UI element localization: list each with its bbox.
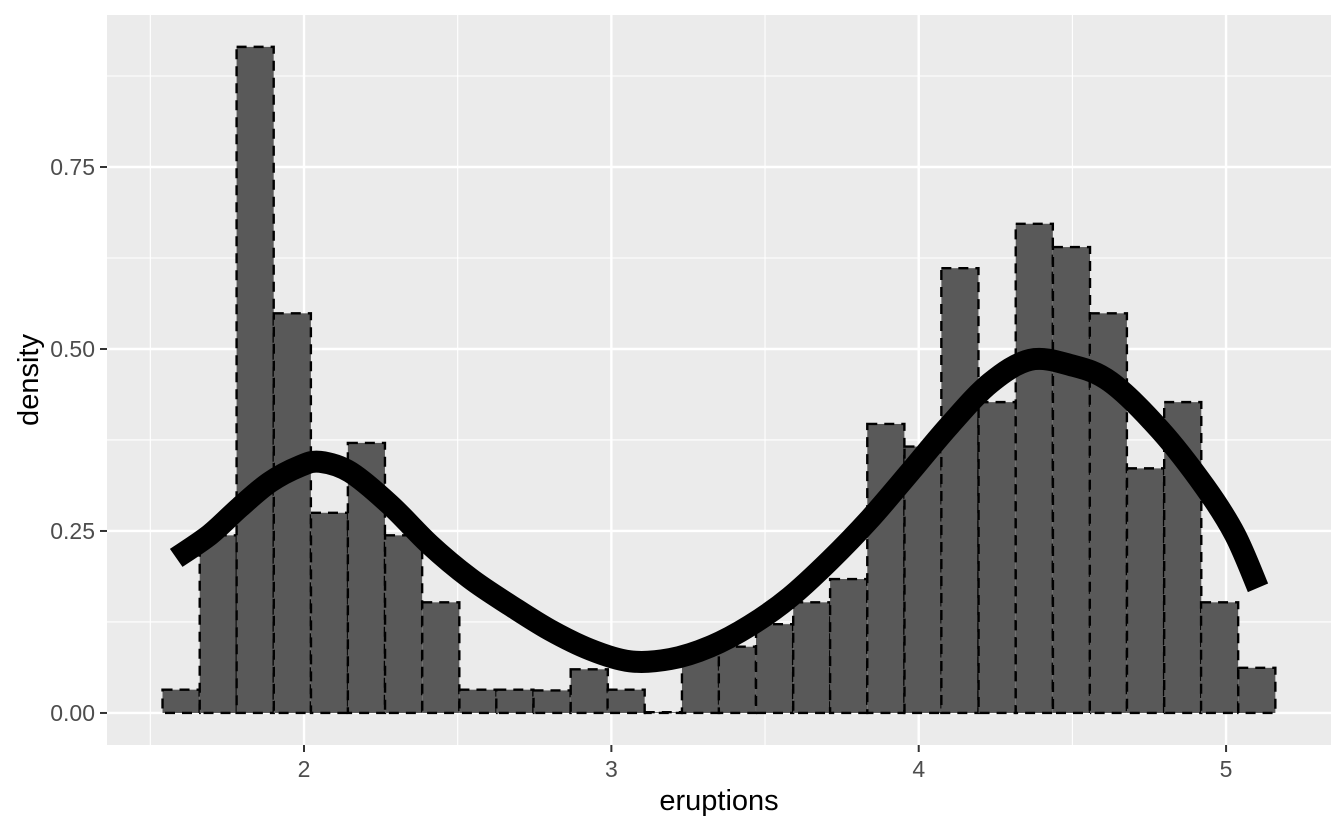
histogram-bar [309, 511, 350, 715]
histogram-bar [1125, 467, 1166, 715]
histogram-bar [606, 688, 646, 715]
histogram-bar [161, 688, 201, 715]
x-tick-label: 5 [1220, 756, 1233, 782]
x-tick-label: 4 [912, 756, 925, 782]
y-tick-label: 0.00 [50, 700, 95, 726]
histogram-bar [1237, 666, 1277, 715]
y-axis: 0.00 0.25 0.50 0.75 [50, 154, 107, 726]
histogram-bar [421, 601, 461, 715]
histogram-bar [717, 645, 758, 715]
histogram-bar [235, 45, 275, 715]
histogram-bar [643, 710, 684, 715]
x-axis: 2 3 4 5 [298, 745, 1233, 782]
histogram-bars [161, 45, 1277, 715]
histogram-bar [977, 400, 1017, 715]
x-tick-label: 3 [605, 756, 618, 782]
y-axis-title: density [13, 334, 45, 426]
histogram-bar [1199, 601, 1240, 715]
histogram-bar [1014, 222, 1055, 715]
histogram-bar [198, 534, 239, 715]
histogram-bar [383, 534, 424, 715]
y-tick-label: 0.50 [50, 336, 95, 362]
x-tick-label: 2 [298, 756, 311, 782]
histogram-bar [754, 622, 795, 715]
histogram-bar [792, 601, 832, 715]
histogram-bar [458, 688, 498, 715]
histogram-bar [272, 312, 313, 715]
histogram-bar [532, 689, 572, 715]
histogram-bar [940, 266, 980, 715]
density-curve [169, 347, 1269, 673]
y-tick-label: 0.75 [50, 154, 95, 180]
histogram-bar [1051, 245, 1092, 715]
histogram-bar [866, 422, 906, 715]
y-tick-label: 0.25 [50, 518, 95, 544]
histogram-bar [828, 577, 869, 715]
histogram-bar [495, 688, 535, 715]
x-axis-title: eruptions [659, 785, 778, 817]
histogram-bar [569, 668, 609, 715]
